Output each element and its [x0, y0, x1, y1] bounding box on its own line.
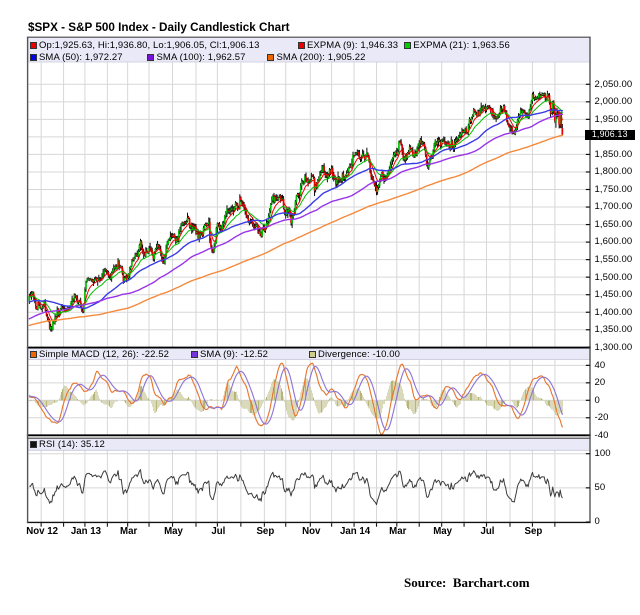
- legend-ohlc: Op:1,925.63, Hi:1,936.80, Lo:1,906.05, C…: [29, 40, 260, 52]
- price-axis-label: 1,500.00: [594, 271, 633, 283]
- legend-macd-sma9: SMA (9): -12.52: [190, 348, 269, 360]
- price-axis-label: 1,400.00: [594, 306, 633, 318]
- legend-sma200-label: SMA (200): 1,905.22: [276, 51, 366, 63]
- legend-divergence: Divergence: -10.00: [308, 348, 401, 360]
- price-axis-label: 1,750.00: [594, 183, 633, 195]
- macd-axis-label: 40: [594, 359, 606, 371]
- legend-sma50: SMA (50): 1,972.27: [29, 51, 123, 63]
- last-price-marker: 1,906.13: [585, 129, 635, 140]
- expma21-swatch-icon: [403, 42, 411, 49]
- sma200-swatch-icon: [267, 53, 274, 61]
- date-axis-label: Sep: [256, 525, 275, 537]
- price-axis-label: 1,450.00: [594, 289, 633, 301]
- legend-macd-sma9-label: SMA (9): -12.52: [200, 348, 269, 360]
- rsi-layer: [29, 469, 563, 506]
- rsi-swatch-icon: [29, 441, 37, 449]
- date-axis-label: Jul: [211, 525, 226, 537]
- price-axis-label: 1,600.00: [594, 236, 633, 248]
- divergence-swatch-icon: [308, 350, 316, 358]
- legend-macd: Simple MACD (12, 26): -22.52: [29, 348, 170, 360]
- macd-axis-label: 20: [594, 377, 606, 389]
- date-axis-label: May: [433, 525, 453, 537]
- date-axis-label: Sep: [524, 525, 543, 537]
- sma100-swatch-icon: [147, 53, 154, 61]
- date-axis-label: Nov 12: [26, 525, 59, 537]
- legend-sma100-label: SMA (100): 1,962.57: [156, 51, 246, 63]
- macd-layer: [28, 362, 563, 435]
- price-axis-label: 1,550.00: [594, 254, 633, 266]
- rsi-axis-label: 50: [594, 482, 606, 494]
- price-axis-label: 2,000.00: [594, 96, 633, 108]
- date-axis-label: Jul: [480, 525, 495, 537]
- legend-expma21: EXPMA (21): 1,963.56: [403, 40, 510, 52]
- date-axis-label: Jan 13: [70, 525, 102, 537]
- date-axis-label: Jan 14: [339, 525, 371, 537]
- source-note: Source: Barchart.com: [404, 575, 530, 590]
- rsi-axis-label: 100: [594, 448, 611, 460]
- date-axis-label: Mar: [120, 525, 138, 537]
- legend-macd-label: Simple MACD (12, 26): -22.52: [39, 348, 170, 360]
- price-candles-layer: [28, 90, 564, 332]
- macd-axis-label: -20: [594, 412, 609, 424]
- macd-axis-label: -40: [594, 429, 609, 441]
- macd-axis-label: 0: [594, 394, 600, 406]
- legend-ohlc-label: Op:1,925.63, Hi:1,936.80, Lo:1,906.05, C…: [39, 40, 260, 51]
- price-axis-label: 1,850.00: [594, 148, 633, 160]
- rsi-axis-label: 0: [594, 516, 600, 528]
- legend-sma200: SMA (200): 1,905.22: [267, 51, 366, 63]
- legend-expma21-label: EXPMA (21): 1,963.56: [413, 40, 510, 51]
- price-axis-label: 1,350.00: [594, 324, 633, 336]
- legend-expma9: EXPMA (9): 1,946.33: [297, 40, 399, 52]
- macd-sma9-swatch-icon: [190, 350, 198, 358]
- expma9-swatch-icon: [297, 42, 305, 49]
- price-axis-label: 1,800.00: [594, 166, 633, 178]
- ohlc-swatch-icon: [29, 42, 37, 49]
- price-axis-label: 1,300.00: [594, 341, 633, 353]
- price-axis-label: 1,650.00: [594, 218, 633, 230]
- chart-title: $SPX - S&P 500 Index - Daily Candlestick…: [28, 20, 290, 34]
- legend-rsi-label: RSI (14): 35.12: [39, 439, 105, 451]
- legend-sma50-label: SMA (50): 1,972.27: [39, 51, 123, 63]
- date-axis-label: May: [164, 525, 183, 537]
- legend-divergence-label: Divergence: -10.00: [318, 348, 401, 360]
- sma50-swatch-icon: [29, 53, 37, 61]
- date-axis-label: Nov: [302, 525, 321, 537]
- date-axis-label: Mar: [389, 525, 407, 537]
- macd-swatch-icon: [29, 350, 37, 358]
- price-axis-label: 1,950.00: [594, 113, 633, 125]
- legend-expma9-label: EXPMA (9): 1,946.33: [307, 40, 399, 51]
- legend-sma100: SMA (100): 1,962.57: [147, 51, 246, 63]
- price-axis-label: 2,050.00: [594, 78, 633, 90]
- legend-rsi: RSI (14): 35.12: [29, 439, 105, 451]
- price-axis-label: 1,700.00: [594, 201, 633, 213]
